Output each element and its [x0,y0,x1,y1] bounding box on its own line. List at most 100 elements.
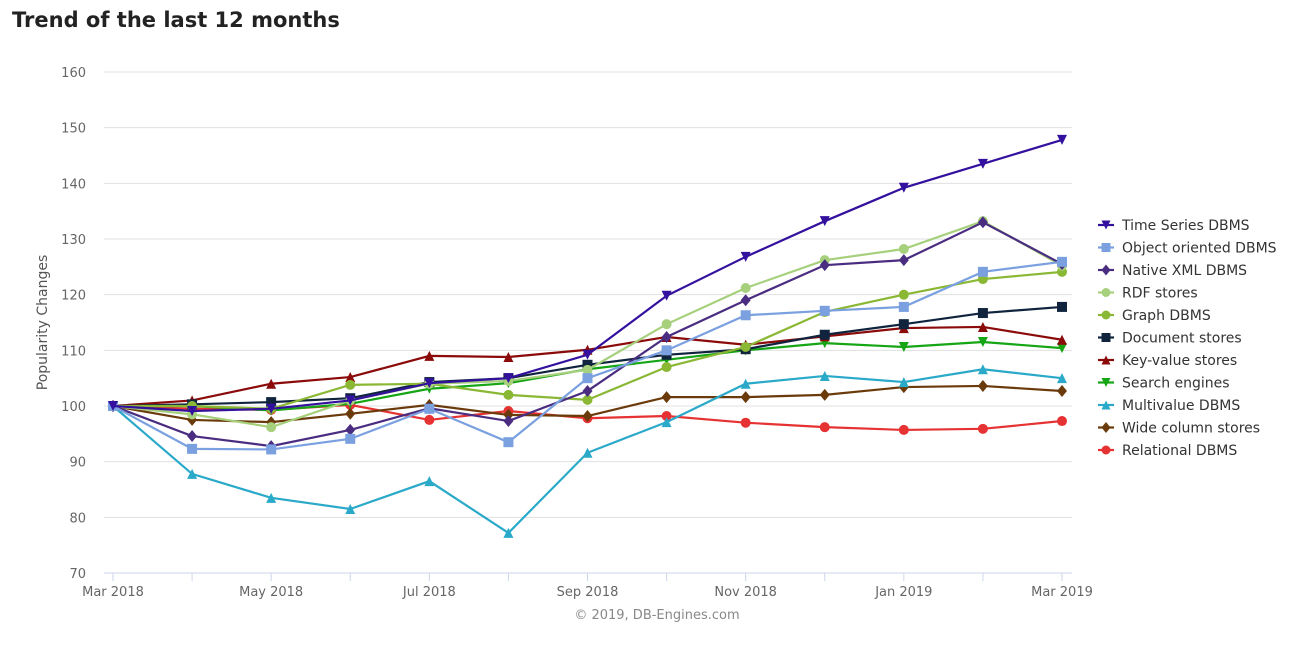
data-point [819,388,830,401]
data-point [661,417,672,428]
legend-item: Wide column stores [1122,421,1260,437]
y-tick-label: 120 [61,289,86,304]
data-point [345,395,356,406]
y-tick-label: 110 [61,344,86,359]
legend-marker [1101,288,1111,297]
data-point [266,422,277,433]
legend-marker [1101,264,1111,276]
data-point [582,447,593,458]
x-tick-label: Mar 2018 [82,585,144,600]
data-point [187,406,198,417]
data-point [661,330,672,343]
legend-marker [1101,243,1111,252]
legend-item: Graph DBMS [1122,308,1211,324]
data-point [345,372,356,383]
legend-item: Key-value stores [1122,353,1237,369]
data-point [740,294,751,307]
data-point [898,254,909,267]
data-point [661,411,672,422]
data-point [503,527,514,538]
chart-title: Trend of the last 12 months [12,8,340,32]
data-point [266,397,277,408]
data-point [345,423,356,436]
data-point [898,341,909,352]
data-point [898,182,909,193]
data-point [740,310,751,321]
data-point [1057,301,1067,312]
data-point [1057,416,1067,427]
y-tick-label: 70 [69,567,86,582]
legend-item: Relational DBMS [1122,443,1237,459]
data-point [977,216,988,229]
data-point [503,437,514,448]
data-point [1057,343,1067,354]
data-point [187,468,198,479]
x-tick-label: Jul 2018 [402,585,456,600]
data-point [424,403,435,414]
data-point [661,345,672,356]
data-point [740,391,751,404]
data-point [1057,334,1067,345]
data-point [740,282,751,293]
legend-marker [1101,310,1111,320]
y-tick-label: 140 [61,177,86,192]
data-point [424,414,435,425]
data-point [424,378,435,389]
data-point [661,290,672,301]
data-point [424,350,435,361]
data-point [187,430,198,443]
data-point [898,319,909,330]
x-tick-label: Jan 2019 [874,585,932,600]
data-point [740,378,751,389]
data-point [345,503,356,514]
data-point [898,289,909,300]
data-point [661,319,672,330]
data-point [582,364,593,375]
data-point [977,364,988,375]
y-tick-label: 130 [61,233,86,248]
data-point [898,424,909,435]
legend-item: Time Series DBMS [1121,218,1250,234]
legend-item: Object oriented DBMS [1122,241,1277,257]
data-point [898,301,909,312]
data-point [1057,373,1067,384]
data-point [898,377,909,388]
legend-item: Search engines [1122,376,1230,392]
legend-item: Native XML DBMS [1122,263,1247,279]
legend-item: Multivalue DBMS [1122,398,1240,414]
data-point [187,443,198,454]
legend-item: Document stores [1122,331,1242,347]
data-point [977,379,988,392]
credit: © 2019, DB-Engines.com [574,608,739,623]
data-point [977,321,988,332]
data-point [661,362,672,373]
legend-marker [1101,355,1111,365]
y-axis-label: Popularity Changes [35,255,51,391]
data-point [819,370,830,381]
data-point [345,433,356,444]
data-point [266,403,277,414]
data-point [898,244,909,255]
x-tick-label: Mar 2019 [1031,585,1093,600]
data-point [977,336,988,347]
y-tick-label: 160 [61,66,86,81]
data-point [661,391,672,404]
legend-marker [1101,445,1111,455]
x-tick-label: Sep 2018 [557,585,619,600]
data-point [740,251,751,262]
legend-marker [1101,422,1111,433]
data-point [503,415,514,428]
y-tick-label: 150 [61,122,86,137]
data-point [424,476,435,487]
data-point [977,158,988,169]
data-point [266,444,277,455]
data-point [977,423,988,434]
data-point [345,407,356,420]
legend-item: RDF stores [1122,286,1198,302]
data-point [977,308,988,319]
data-point [819,329,830,340]
data-point [266,378,277,389]
data-point [1057,384,1067,397]
data-point [819,216,830,227]
